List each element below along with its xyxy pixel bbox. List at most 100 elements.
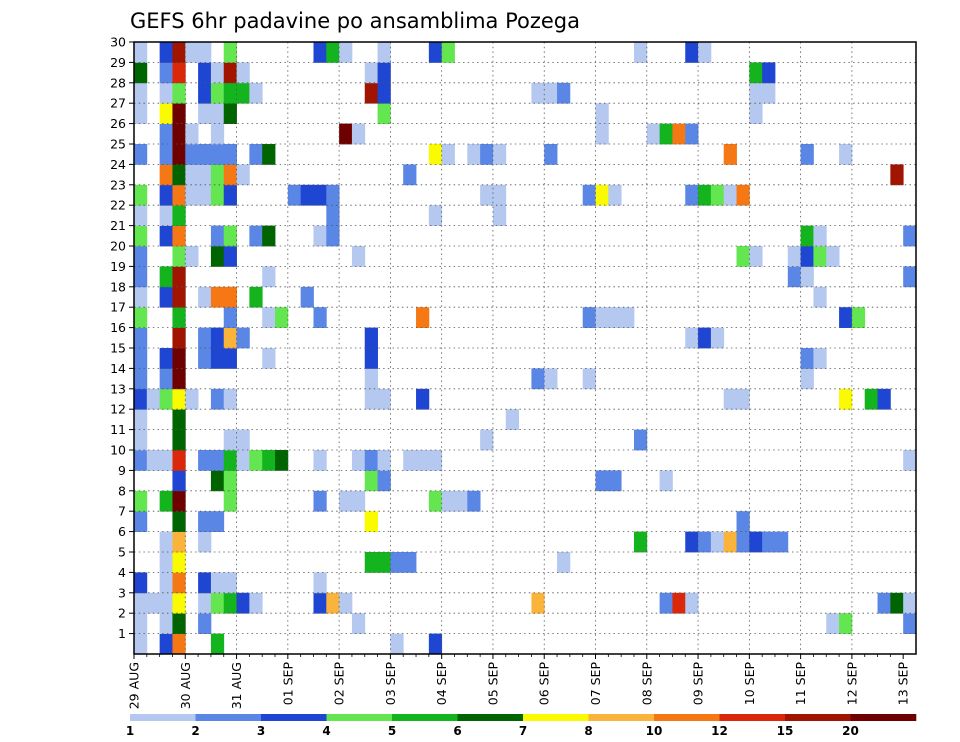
heatmap-cell [377,42,391,63]
heatmap-cell [275,450,289,471]
colorbar-label: 4 [322,724,330,738]
heatmap-cell [172,82,186,104]
heatmap-cell [364,388,391,410]
heatmap-cell [749,103,763,124]
heatmap-cell [698,531,712,553]
heatmap-cell [223,103,237,124]
heatmap-cell [172,450,186,471]
heatmap-cell [210,144,237,165]
heatmap-cell [377,82,391,104]
heatmap-cell [134,42,148,63]
heatmap-cell [364,327,378,349]
heatmap-cell [198,327,212,349]
heatmap-cell [339,123,353,145]
heatmap-cell [313,307,327,328]
colorbar-swatch [588,714,655,721]
y-tick-label: 30 [110,35,126,50]
x-tick-label: 07 SEP [588,662,603,706]
heatmap-cell [813,246,827,267]
chart-title: GEFS 6hr padavine po ansamblima Pozega [130,9,580,33]
y-tick-label: 18 [110,279,126,294]
heatmap-cell [134,633,148,655]
heatmap-cell [210,592,225,614]
heatmap-cell [313,450,327,471]
heatmap-cell [903,592,917,614]
heatmap-cell [275,307,289,328]
heatmap-cell [800,144,814,165]
heatmap-cell [198,511,225,532]
heatmap-cell [403,164,417,186]
x-tick-label: 13 SEP [896,662,911,706]
heatmap-cell [428,205,443,226]
heatmap-cell [826,613,840,634]
heatmap-cell [198,531,212,553]
x-tick-label: 08 SEP [639,662,654,706]
heatmap-cell [185,246,199,267]
heatmap-cell [159,225,173,247]
heatmap-cell [185,144,212,165]
heatmap-cell [262,225,276,247]
heatmap-cell [428,42,443,63]
heatmap-cell [134,429,148,451]
y-tick-label: 8 [118,483,126,498]
heatmap-cell [172,205,186,226]
heatmap-cell [236,327,250,349]
heatmap-cell [159,552,173,573]
heatmap-cell [416,307,430,328]
heatmap-cell [903,225,917,247]
heatmap-cells [134,42,917,655]
heatmap-cell [685,327,699,349]
heatmap-cell [762,531,789,553]
heatmap-cell [826,246,840,267]
heatmap-cell [326,205,340,226]
heatmap-cell [736,246,750,267]
heatmap-cell [492,205,507,226]
y-tick-label: 2 [118,606,126,621]
heatmap-cell [146,388,161,410]
heatmap-cell [134,572,148,594]
heatmap-cell [172,592,186,614]
heatmap-cell [300,184,327,206]
heatmap-cell [480,144,494,165]
heatmap-cell [377,103,391,124]
x-tick-label: 10 SEP [742,662,757,706]
heatmap-cell [813,286,827,308]
heatmap-cell [159,266,173,288]
heatmap-cell [659,592,673,614]
heatmap-cell [159,592,173,614]
heatmap-cell [159,123,173,145]
heatmap-cell [134,450,148,471]
heatmap-cell [839,388,853,410]
heatmap-cell [851,307,866,328]
colorbar-swatch [457,714,524,721]
heatmap-cell [210,470,225,492]
heatmap-cell [172,42,186,63]
colorbar-label: 5 [388,724,396,738]
y-tick-label: 14 [110,361,126,376]
x-tick-label: 12 SEP [844,662,859,706]
heatmap-cell [428,490,443,512]
colorbar-label: 7 [519,724,527,738]
heatmap-cell [557,552,571,573]
heatmap-cell [364,368,378,390]
heatmap-cell [134,307,148,328]
heatmap-cell [185,164,212,186]
heatmap-cell [903,613,917,634]
heatmap-cell [172,286,186,308]
heatmap-cell [313,592,327,614]
heatmap-cell [326,184,340,206]
heatmap-cell [685,184,699,206]
y-tick-label: 11 [110,422,126,437]
heatmap-cell [339,42,353,63]
heatmap-cell [582,184,596,206]
heatmap-cell [236,450,250,471]
heatmap-cell [710,531,725,553]
heatmap-cell [172,123,186,145]
heatmap-cell [159,572,173,594]
heatmap-cell [595,184,609,206]
y-tick-label: 24 [110,157,126,172]
heatmap-cell [172,613,186,634]
heatmap-cell [198,184,212,206]
y-tick-label: 7 [118,504,126,519]
heatmap-cell [172,531,186,553]
